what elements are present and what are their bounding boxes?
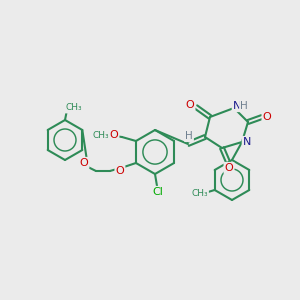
Text: CH₃: CH₃ — [66, 103, 82, 112]
Text: O: O — [110, 130, 118, 140]
Text: CH₃: CH₃ — [93, 130, 109, 140]
Text: O: O — [186, 100, 194, 110]
Text: H: H — [185, 131, 193, 141]
Text: N: N — [243, 137, 251, 147]
Text: CH₃: CH₃ — [191, 188, 208, 197]
Text: O: O — [80, 158, 88, 168]
Text: O: O — [116, 166, 124, 176]
Text: Cl: Cl — [153, 187, 164, 197]
Text: H: H — [240, 101, 248, 111]
Text: O: O — [262, 112, 272, 122]
Text: N: N — [233, 101, 241, 111]
Text: O: O — [225, 163, 233, 173]
